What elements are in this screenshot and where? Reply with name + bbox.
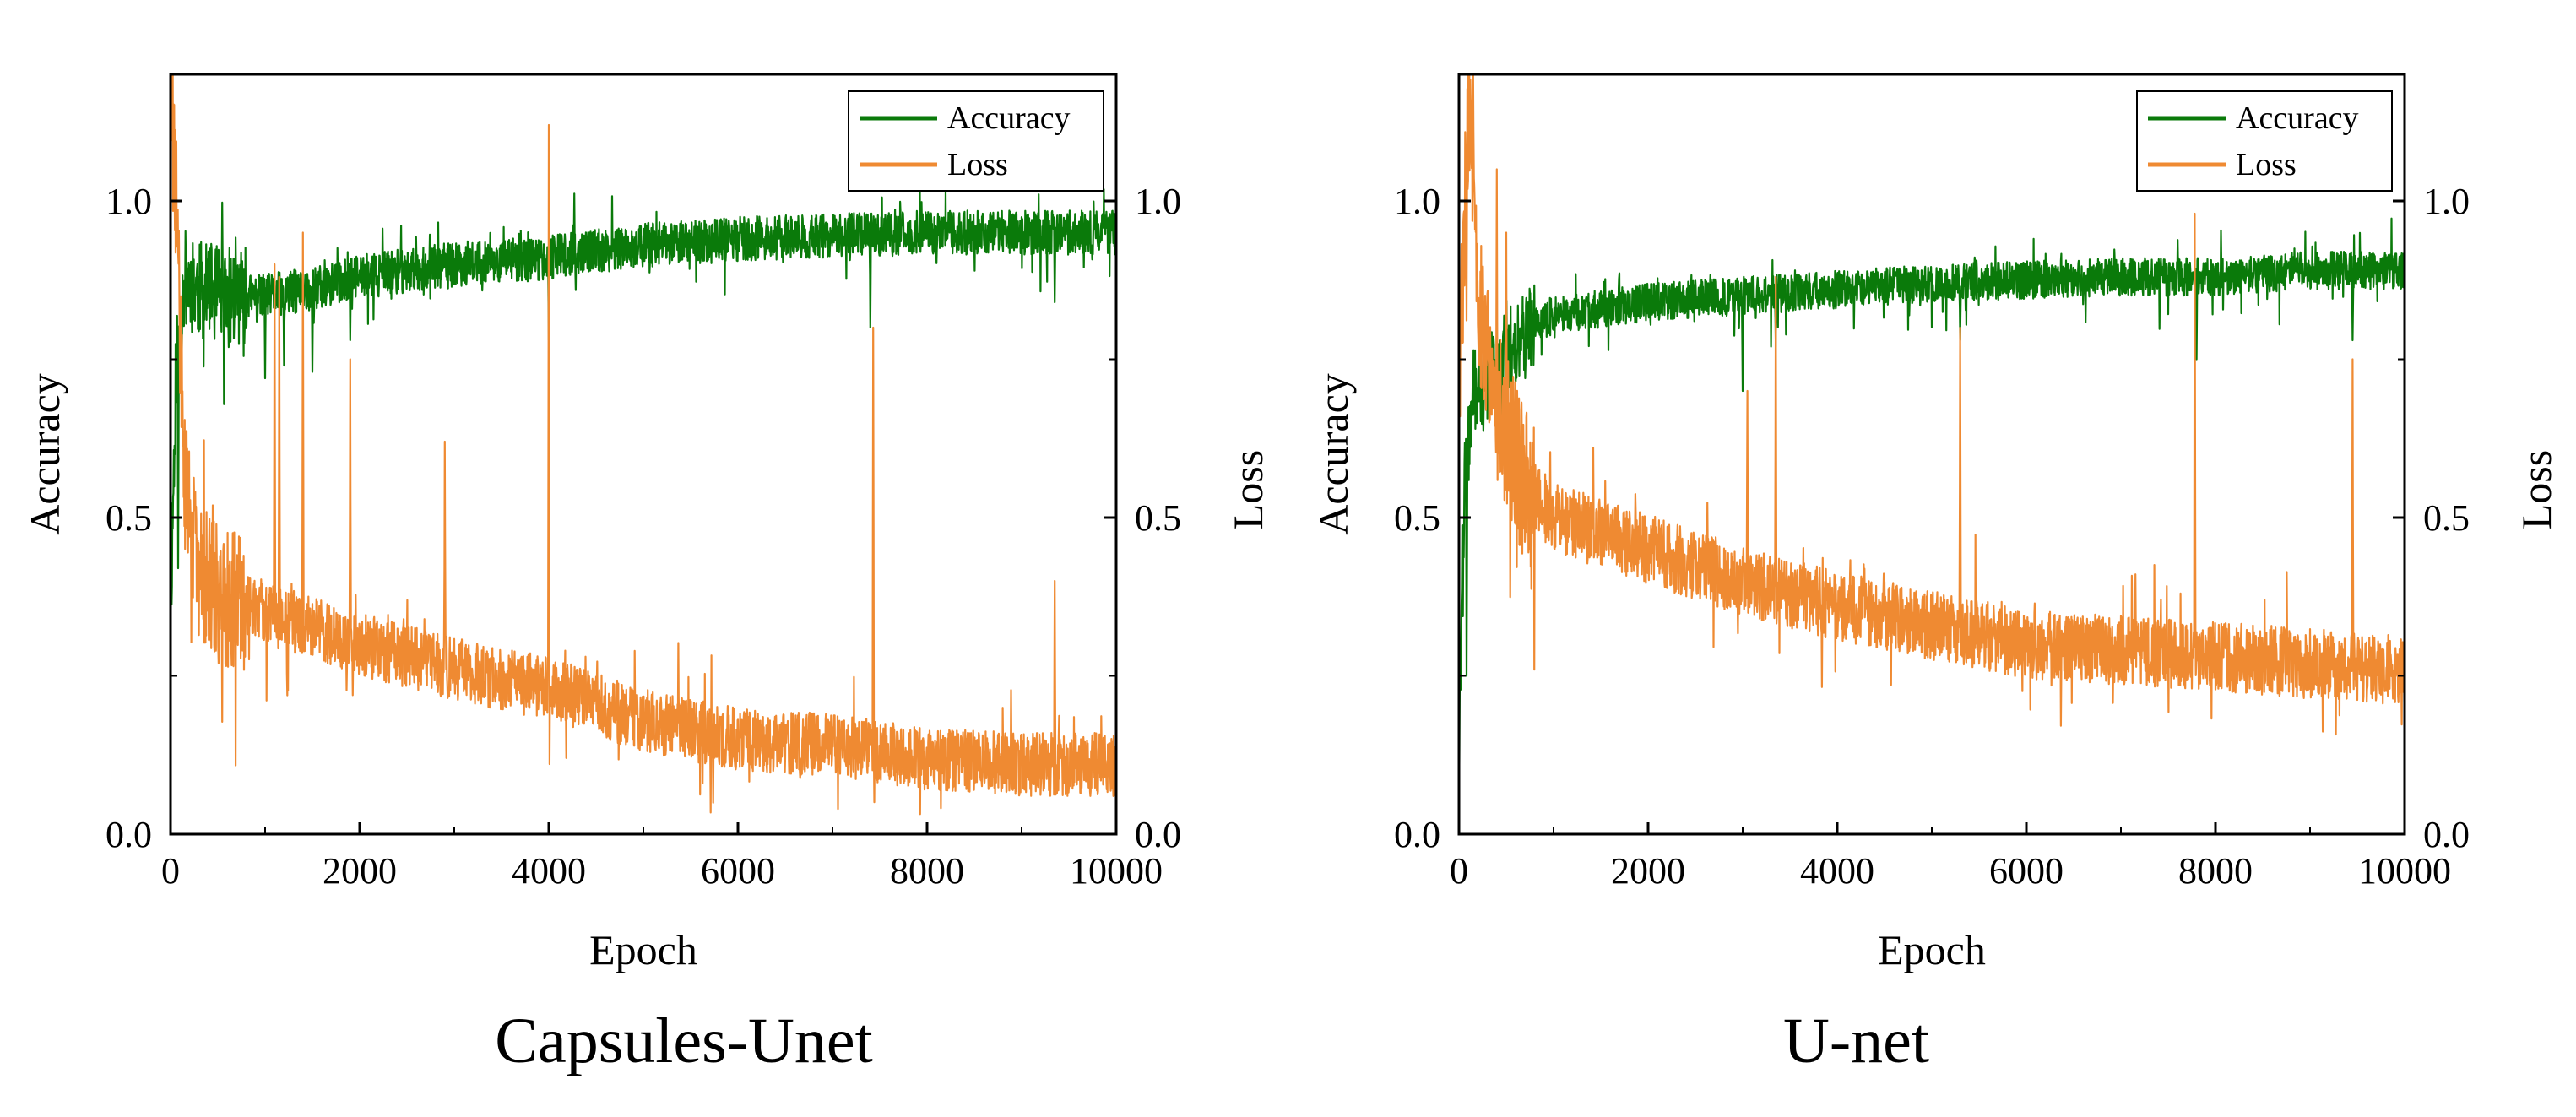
x-tick-label: 8000 <box>2178 850 2253 892</box>
y-right-tick-label: 1.0 <box>1135 181 1181 222</box>
y-left-tick-label: 0.5 <box>1394 497 1440 539</box>
x-tick-label: 4000 <box>1800 850 1874 892</box>
legend: Accuracy Loss <box>2136 90 2393 192</box>
y-right-tick-label: 0.0 <box>2423 814 2470 855</box>
y-left-tick-label: 0.0 <box>106 814 152 855</box>
legend-loss-label: Loss <box>2236 147 2297 182</box>
y-left-tick-label: 1.0 <box>106 181 152 222</box>
y-axis-label-right: Loss <box>2513 450 2560 529</box>
x-tick-label: 0 <box>161 850 180 892</box>
y-axis-label-right: Loss <box>1224 450 1272 529</box>
series-line-loss <box>1459 74 2405 736</box>
series-layer <box>171 74 1116 816</box>
y-right-tick-label: 0.5 <box>2423 497 2470 539</box>
legend-box <box>848 90 1104 192</box>
legend-accuracy-label: Accuracy <box>947 100 1071 136</box>
y-left-tick-label: 0.5 <box>106 497 152 539</box>
series-layer <box>1459 74 2405 766</box>
legend: Accuracy Loss <box>848 90 1104 192</box>
chart-u-net: 0 2000 4000 6000 8000 100000.00.51.00.00.51.0… <box>1310 73 2560 973</box>
series-line-accuracy <box>1459 217 2405 766</box>
x-tick-label: 10000 <box>1070 850 1163 892</box>
x-tick-label: 0 <box>1450 850 1468 892</box>
x-tick-label: 6000 <box>1989 850 2064 892</box>
y-axis-label-left: Accuracy <box>21 373 68 535</box>
x-tick-label: 6000 <box>701 850 775 892</box>
y-axis-label-left: Accuracy <box>1310 373 1357 535</box>
legend-loss-label: Loss <box>947 147 1008 182</box>
x-tick-label: 10000 <box>2358 850 2451 892</box>
y-left-tick-label: 1.0 <box>1394 181 1440 222</box>
x-axis-label: Epoch <box>1878 926 1986 973</box>
series-line-loss <box>171 74 1116 816</box>
x-tick-label: 2000 <box>1611 850 1685 892</box>
x-tick-label: 2000 <box>323 850 397 892</box>
y-left-tick-label: 0.0 <box>1394 814 1440 855</box>
chart-capsules-unet: 0 2000 4000 6000 8000 100000.00.51.00.00.51.0… <box>21 73 1272 973</box>
y-right-tick-label: 0.5 <box>1135 497 1181 539</box>
legend-box <box>2136 90 2393 192</box>
x-axis-label: Epoch <box>589 926 697 973</box>
series-line-accuracy <box>171 173 1116 638</box>
y-right-tick-label: 0.0 <box>1135 814 1181 855</box>
y-right-tick-label: 1.0 <box>2423 181 2470 222</box>
x-tick-label: 4000 <box>512 850 586 892</box>
caption-capsules-unet: Capsules-Unet <box>495 1006 873 1076</box>
legend-accuracy-label: Accuracy <box>2236 100 2359 136</box>
caption-u-net: U-net <box>1782 1006 1930 1076</box>
x-tick-label: 8000 <box>890 850 964 892</box>
